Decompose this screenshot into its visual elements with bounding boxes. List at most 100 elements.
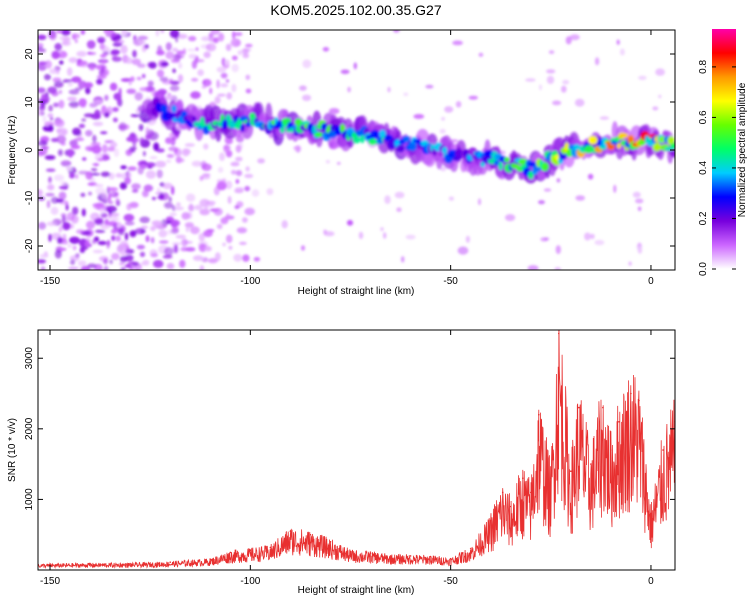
heatmap-speckle (93, 163, 99, 167)
heatmap-speckle (70, 144, 81, 150)
heatmap-speckle (230, 161, 240, 167)
heatmap-speckle (100, 212, 108, 218)
heatmap-speckle (336, 161, 341, 165)
heatmap-speckle (635, 198, 644, 204)
heatmap-speckle (199, 265, 205, 270)
heatmap-speckle (118, 122, 127, 132)
snr-data-point (618, 421, 620, 423)
heatmap-speckle (225, 150, 233, 158)
heatmap-speckle (42, 115, 47, 123)
heatmap-speckle (227, 195, 232, 204)
heatmap-speckle (151, 220, 163, 226)
heatmap-speckle (145, 170, 156, 179)
heatmap-speckle (172, 68, 177, 74)
heatmap-speckle (74, 137, 85, 142)
heatmap-speckle (543, 188, 552, 192)
heatmap-speckle (75, 174, 79, 179)
heatmap-speckle (155, 160, 167, 168)
heatmap-speckle (137, 35, 149, 41)
heatmap-speckle (166, 154, 175, 158)
y-tick-label: -10 (24, 190, 35, 205)
heatmap-blobs (38, 30, 675, 270)
heatmap-speckle (174, 131, 180, 138)
y-tick-label: 10 (24, 96, 35, 108)
ridge-core (352, 136, 361, 144)
heatmap-speckle (439, 128, 446, 134)
spectrogram-heatmap (38, 30, 675, 270)
heatmap-speckle (444, 106, 454, 113)
heatmap-speckle (172, 47, 179, 52)
heatmap-speckle (100, 131, 108, 135)
heatmap-speckle (169, 30, 180, 39)
spectrogram-x-ticks: -150 -100 -50 0 (40, 30, 654, 287)
heatmap-speckle (234, 32, 243, 36)
heatmap-speckle (216, 79, 220, 89)
heatmap-speckle (178, 158, 185, 163)
heatmap-speckle (353, 62, 357, 70)
heatmap-speckle (47, 184, 55, 191)
heatmap-speckle (185, 226, 190, 233)
heatmap-speckle (202, 79, 206, 85)
heatmap-speckle (116, 244, 127, 254)
heatmap-speckle (552, 100, 562, 106)
heatmap-speckle (160, 30, 165, 34)
heatmap-speckle (110, 217, 120, 221)
heatmap-speckle (525, 78, 536, 82)
heatmap-speckle (120, 165, 127, 170)
heatmap-speckle (66, 67, 73, 76)
heatmap-speckle (131, 261, 140, 267)
heatmap-speckle (562, 79, 570, 85)
heatmap-speckle (153, 142, 160, 151)
heatmap-speckle (101, 105, 107, 114)
heatmap-speckle (131, 189, 139, 193)
heatmap-speckle (85, 86, 91, 95)
heatmap-speckle (294, 145, 302, 153)
heatmap-speckle (165, 159, 172, 163)
heatmap-speckle (87, 263, 97, 269)
heatmap-speckle (114, 39, 125, 44)
y-tick-label: 3000 (24, 347, 35, 370)
heatmap-speckle (38, 222, 47, 230)
heatmap-speckle (155, 30, 160, 37)
heatmap-speckle (115, 173, 123, 178)
heatmap-speckle (149, 156, 158, 160)
heatmap-speckle (204, 246, 211, 252)
heatmap-speckle (67, 81, 73, 87)
heatmap-speckle (222, 242, 226, 247)
heatmap-speckle (81, 208, 86, 217)
snr-data-point (590, 463, 592, 465)
heatmap-speckle (156, 49, 165, 56)
y-tick-label: 1000 (24, 488, 35, 511)
heatmap-speckle (80, 30, 86, 35)
heatmap-speckle (125, 149, 133, 157)
heatmap-speckle (138, 164, 148, 168)
heatmap-speckle (346, 219, 354, 226)
ridge-core (171, 105, 177, 113)
heatmap-speckle (68, 101, 80, 108)
heatmap-speckle (192, 255, 204, 261)
heatmap-speckle (92, 249, 103, 254)
y-tick-label: 0 (24, 147, 35, 153)
heatmap-speckle (116, 97, 121, 105)
heatmap-speckle (613, 184, 617, 193)
ridge-core (167, 112, 177, 118)
heatmap-speckle (51, 137, 59, 143)
heatmap-speckle (223, 145, 231, 151)
heatmap-speckle (208, 258, 218, 264)
heatmap-speckle (237, 50, 243, 56)
heatmap-speckle (40, 266, 46, 270)
heatmap-speckle (108, 193, 111, 203)
heatmap-speckle (41, 146, 50, 150)
heatmap-speckle (100, 54, 107, 58)
heatmap-speckle (213, 37, 219, 44)
ridge-core (616, 143, 621, 149)
heatmap-speckle (302, 94, 312, 102)
heatmap-speckle (452, 40, 463, 46)
heatmap-speckle (137, 166, 144, 175)
heatmap-speckle (54, 249, 62, 259)
heatmap-speckle (104, 94, 109, 101)
heatmap-speckle (71, 76, 82, 83)
heatmap-speckle (183, 148, 191, 155)
heatmap-speckle (128, 172, 131, 177)
heatmap-speckle (124, 254, 134, 262)
